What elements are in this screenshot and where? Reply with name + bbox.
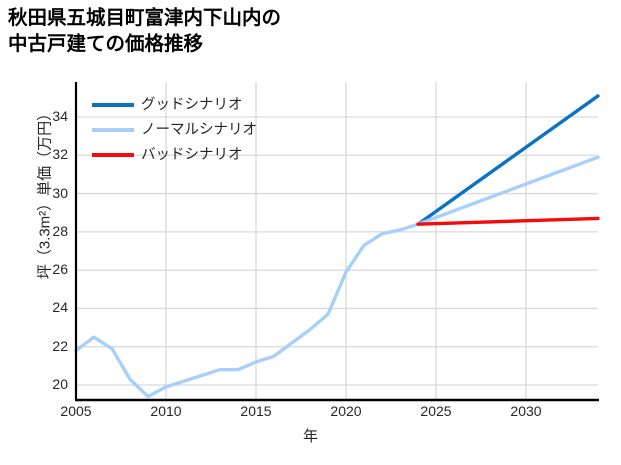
chart-title: 秋田県五城目町富津内下山内の 中古戸建ての価格推移 — [8, 6, 608, 57]
y-tick-label: 32 — [52, 146, 68, 163]
x-axis-label: 年 — [302, 428, 318, 445]
y-tick-label: 30 — [52, 184, 68, 201]
y-tick-label: 34 — [52, 108, 68, 124]
x-tick-label: 2030 — [510, 403, 542, 419]
legend-swatch-good — [92, 103, 134, 107]
x-tick-label: 2010 — [150, 403, 182, 419]
legend-label-bad: バッドシナリオ — [141, 147, 243, 163]
y-tick-label: 20 — [52, 376, 68, 392]
chart-title-line-2: 中古戸建ての価格推移 — [8, 32, 204, 55]
legend-label-good: グッドシナリオ — [141, 97, 243, 113]
y-tick-label: 22 — [52, 337, 68, 354]
y-tick-label: 24 — [52, 299, 68, 316]
series-line-good — [416, 94, 600, 226]
legend-swatch-bad — [92, 153, 134, 157]
x-tick-label: 2005 — [60, 403, 92, 419]
y-tick-label: 28 — [52, 222, 68, 239]
x-tick-label: 2015 — [240, 403, 272, 419]
y-tick-label: 26 — [52, 261, 68, 278]
x-tick-label: 2020 — [330, 403, 362, 419]
legend-label-normal: ノーマルシナリオ — [141, 122, 257, 138]
series-line-bad — [416, 216, 600, 226]
series-line-normal — [74, 155, 600, 399]
legend-swatch-normal — [92, 128, 134, 132]
x-tick-label: 2025 — [420, 403, 452, 419]
chart-title-line-1: 秋田県五城目町富津内下山内の — [8, 7, 282, 29]
